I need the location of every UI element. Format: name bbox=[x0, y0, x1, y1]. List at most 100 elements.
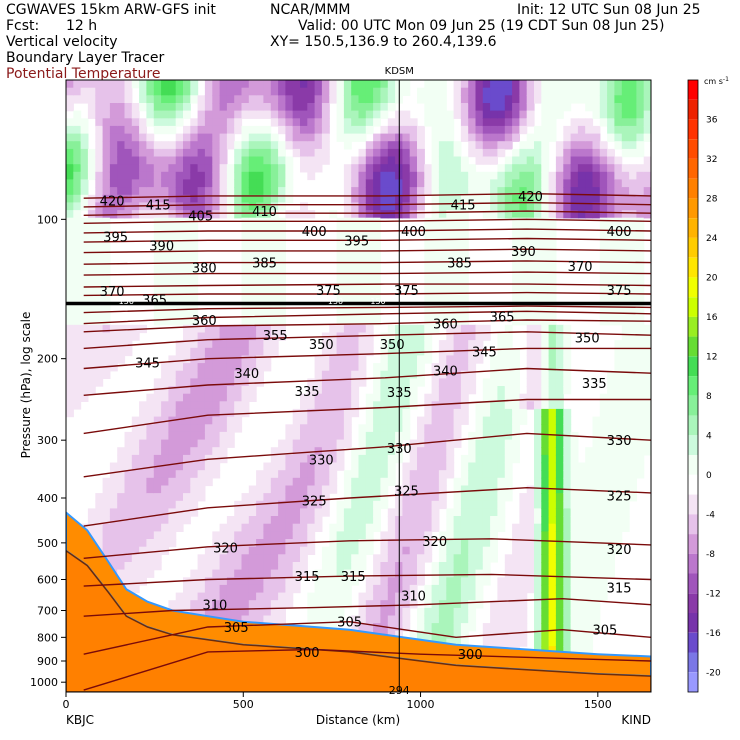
field-cell-2951 bbox=[438, 110, 447, 119]
field-cell-634 bbox=[153, 225, 162, 234]
field-cell-2394 bbox=[373, 95, 381, 104]
theta-contour-315-3 bbox=[83, 573, 651, 587]
field-cell-3113 bbox=[453, 248, 462, 257]
field-cell-1056 bbox=[197, 431, 206, 441]
field-cell-1721 bbox=[278, 324, 286, 334]
field-cell-4632 bbox=[643, 125, 651, 135]
colorbar-label-12: -12 bbox=[706, 589, 721, 599]
field-cell-1285 bbox=[226, 408, 235, 418]
field-cell-943 bbox=[183, 600, 191, 609]
field-cell-1172 bbox=[212, 424, 221, 433]
field-cell-67 bbox=[73, 164, 82, 173]
field-cell-2762 bbox=[417, 164, 425, 173]
field-cell-1292 bbox=[226, 531, 235, 540]
field-cell-3871 bbox=[541, 439, 550, 448]
field-cell-1942 bbox=[314, 577, 323, 586]
field-cell-2708 bbox=[409, 171, 418, 181]
field-cell-2791 bbox=[417, 523, 425, 532]
field-cell-3387 bbox=[482, 562, 491, 571]
field-cell-1729 bbox=[278, 485, 286, 494]
field-cell-2494 bbox=[380, 439, 389, 448]
field-cell-3324 bbox=[475, 500, 484, 510]
field-cell-3672 bbox=[519, 523, 528, 532]
field-cell-636 bbox=[153, 240, 162, 249]
field-cell-1883 bbox=[307, 431, 316, 441]
field-cell-2439 bbox=[373, 485, 381, 494]
field-cell-3305 bbox=[475, 202, 484, 211]
field-cell-4508 bbox=[621, 431, 630, 441]
field-cell-1974 bbox=[321, 416, 330, 425]
field-cell-3755 bbox=[534, 164, 542, 173]
field-cell-2344 bbox=[365, 263, 374, 272]
field-cell-186 bbox=[87, 240, 96, 249]
field-cell-4309 bbox=[599, 248, 608, 257]
field-cell-3875 bbox=[541, 470, 550, 479]
field-cell-2666 bbox=[402, 370, 411, 379]
field-cell-2026 bbox=[329, 485, 338, 494]
field-cell-883 bbox=[183, 80, 191, 89]
field-cell-751 bbox=[168, 118, 177, 127]
field-cell-2683 bbox=[402, 523, 411, 532]
theta-contour-360-12 bbox=[83, 310, 651, 325]
field-cell-4629 bbox=[643, 103, 651, 112]
field-cell-1785 bbox=[285, 592, 294, 601]
field-cell-1448 bbox=[248, 164, 257, 173]
field-cell-3272 bbox=[468, 516, 477, 525]
field-cell-3262 bbox=[468, 439, 477, 448]
field-cell-4280 bbox=[592, 562, 601, 571]
field-cell-825 bbox=[175, 171, 184, 181]
field-cell-3963 bbox=[548, 562, 557, 571]
field-cell-500 bbox=[131, 447, 140, 456]
field-cell-4642 bbox=[643, 324, 651, 334]
field-cell-1917 bbox=[314, 164, 323, 173]
field-cell-1854 bbox=[300, 531, 308, 540]
colorbar-band-29 bbox=[688, 652, 698, 673]
field-cell-2031 bbox=[329, 554, 338, 563]
field-cell-2340 bbox=[365, 233, 374, 242]
field-cell-1692 bbox=[278, 87, 286, 96]
field-cell-1346 bbox=[234, 516, 243, 525]
theta-label-33: 335 bbox=[295, 385, 320, 400]
field-cell-258 bbox=[95, 340, 104, 349]
field-cell-4289 bbox=[599, 80, 608, 89]
field-cell-3352 bbox=[482, 141, 491, 150]
field-cell-2511 bbox=[380, 592, 389, 601]
field-cell-526 bbox=[139, 118, 147, 127]
field-cell-4536 bbox=[629, 202, 637, 211]
field-cell-3189 bbox=[460, 271, 469, 280]
field-cell-4061 bbox=[563, 340, 572, 349]
field-cell-3097 bbox=[453, 103, 462, 112]
field-cell-3535 bbox=[504, 363, 513, 372]
field-cell-4234 bbox=[585, 577, 594, 586]
field-cell-3749 bbox=[534, 95, 542, 104]
field-cell-2760 bbox=[417, 148, 425, 158]
left-endpoint-label: KBJC bbox=[66, 713, 94, 727]
field-cell-3595 bbox=[512, 286, 520, 295]
field-cell-2847 bbox=[424, 454, 433, 464]
field-cell-2002 bbox=[329, 87, 338, 96]
field-cell-1275 bbox=[226, 332, 235, 341]
field-cell-3502 bbox=[497, 607, 506, 617]
field-cell-4359 bbox=[607, 187, 615, 196]
field-cell-95 bbox=[73, 378, 82, 387]
field-cell-2360 bbox=[365, 424, 374, 433]
field-cell-4072 bbox=[563, 439, 572, 448]
field-cell-2365 bbox=[365, 462, 374, 471]
field-cell-4303 bbox=[599, 202, 608, 211]
colorbar-band-15 bbox=[688, 376, 698, 396]
field-cell-192 bbox=[87, 286, 96, 295]
field-cell-1680 bbox=[270, 554, 279, 563]
field-cell-2543 bbox=[387, 340, 396, 349]
field-cell-4201 bbox=[585, 87, 594, 96]
field-cell-4141 bbox=[570, 584, 579, 594]
field-cell-96 bbox=[73, 386, 82, 395]
field-cell-3558 bbox=[504, 592, 513, 601]
field-cell-3814 bbox=[534, 615, 542, 624]
field-cell-666 bbox=[153, 523, 162, 532]
field-cell-1342 bbox=[234, 416, 243, 425]
field-cell-4577 bbox=[636, 95, 645, 104]
field-cell-3765 bbox=[534, 240, 542, 249]
field-cell-3061 bbox=[446, 408, 455, 418]
field-cell-3692 bbox=[526, 110, 535, 119]
field-cell-3680 bbox=[519, 584, 528, 594]
